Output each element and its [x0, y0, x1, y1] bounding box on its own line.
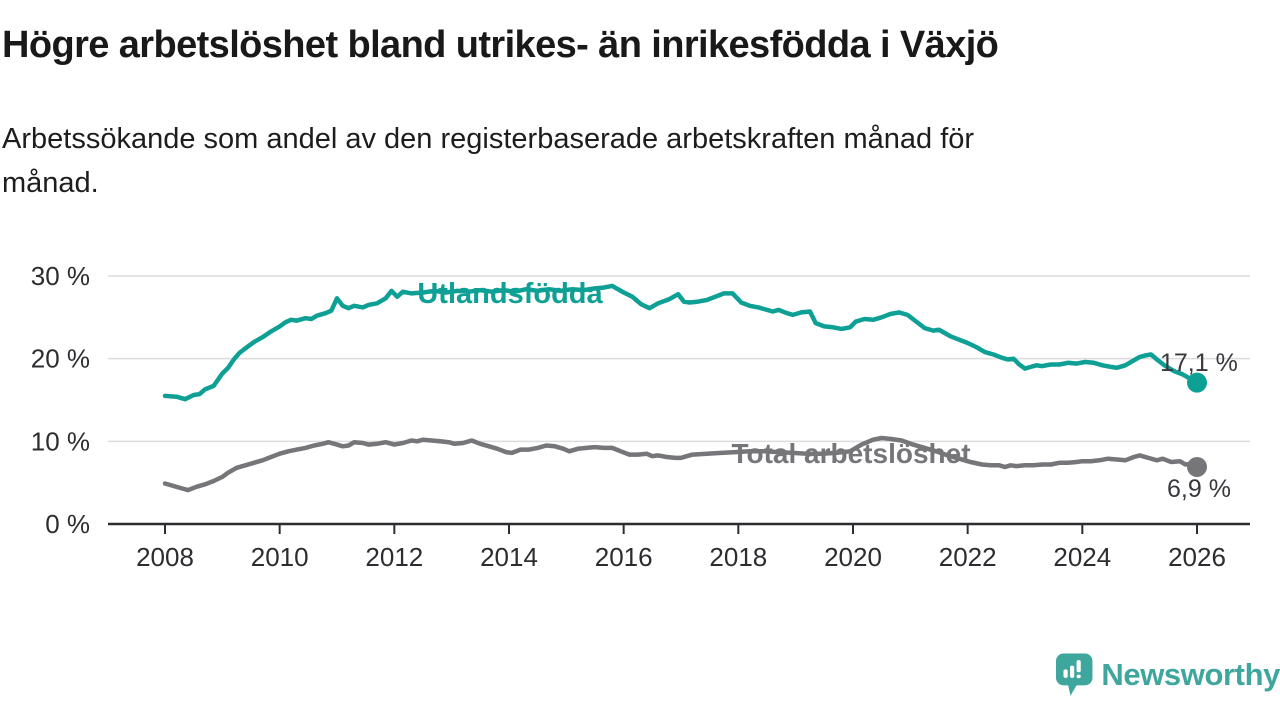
x-axis-tick-label: 2018	[709, 542, 767, 572]
series-line-1	[162, 435, 1200, 493]
series-end-value-0: 17,1 %	[1160, 349, 1238, 377]
x-axis-tick-label: 2026	[1168, 542, 1226, 572]
newsworthy-logo-icon	[1056, 653, 1093, 696]
x-axis-tick-label: 2022	[939, 542, 997, 572]
y-axis-tick-label: 0 %	[45, 509, 90, 539]
series-end-dot-0	[1186, 372, 1207, 393]
series-label-0: Utlandsfödda	[417, 278, 603, 310]
series-end-value-1: 6,9 %	[1167, 475, 1231, 503]
chart-title: Högre arbetslöshet bland utrikes- än inr…	[2, 24, 999, 66]
brand-name: Newsworthy	[1101, 657, 1280, 692]
brand-footer: Newsworthy	[1056, 650, 1280, 700]
y-axis-tick-label: 10 %	[31, 426, 90, 456]
chart-subtitle: Arbetssökande som andel av den registerb…	[2, 117, 1222, 205]
y-axis-tick-label: 30 %	[31, 261, 90, 291]
series-label-1: Total arbetslöshet	[731, 438, 970, 469]
x-axis-tick-label: 2010	[251, 542, 309, 572]
x-axis-tick-label: 2012	[365, 542, 423, 572]
y-axis-tick-label: 20 %	[31, 344, 90, 374]
chart-subtitle-line-1: Arbetssökande som andel av den registerb…	[2, 123, 975, 155]
series-line-0	[162, 283, 1200, 402]
series-end-dot-1	[1186, 456, 1207, 477]
x-axis-tick-label: 2014	[480, 542, 538, 572]
chart-subtitle-line-2: månad.	[2, 167, 99, 199]
x-axis-tick-label: 2016	[595, 542, 653, 572]
x-axis-tick-label: 2020	[824, 542, 882, 572]
x-axis-tick-label: 2008	[136, 542, 194, 572]
x-axis-tick-label: 2024	[1053, 542, 1111, 572]
